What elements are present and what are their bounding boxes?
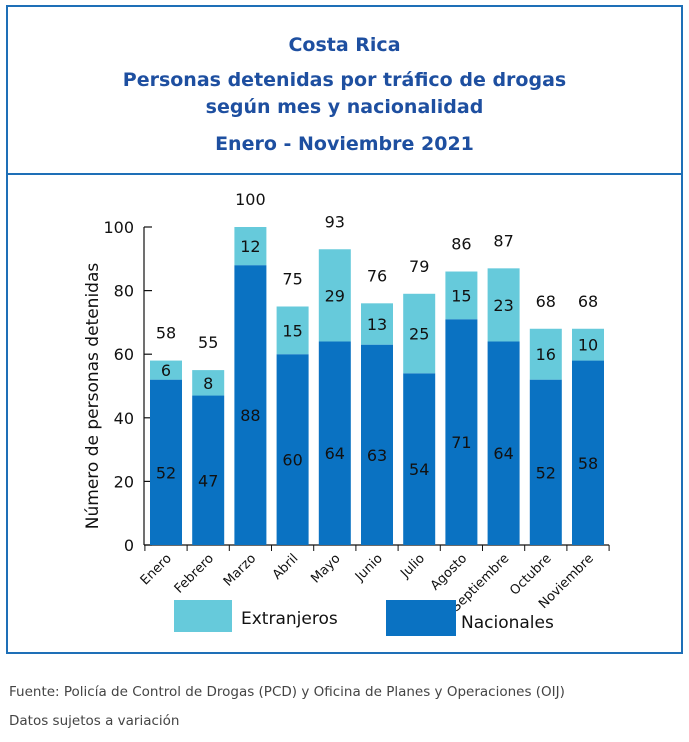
chart-title-line2: según mes y nacionalidad xyxy=(205,96,484,118)
data-label-total: 93 xyxy=(325,212,345,231)
x-tick-label: Abril xyxy=(270,551,302,583)
data-label-extranjeros: 8 xyxy=(203,374,213,393)
data-label-extranjeros: 15 xyxy=(451,286,471,305)
chart-title-period: Enero - Noviembre 2021 xyxy=(215,133,474,155)
data-label-extranjeros: 13 xyxy=(367,315,387,334)
bar-nacionales xyxy=(361,344,393,545)
bar-nacionales xyxy=(150,379,182,545)
bar-nacionales xyxy=(487,341,520,545)
data-label-nacionales: 64 xyxy=(493,444,513,463)
x-tick-label: Marzo xyxy=(221,551,259,589)
x-tick-label: Julio xyxy=(397,551,428,582)
y-tick-label: 0 xyxy=(124,536,134,555)
bar-extranjeros xyxy=(234,227,267,266)
chart-frame: Costa Rica Personas detenidas por tráfic… xyxy=(6,5,683,654)
bar-extranjeros xyxy=(276,306,309,355)
y-axis-label: Número de personas detenidas xyxy=(83,263,103,530)
y-tick-label: 80 xyxy=(114,282,134,301)
chart-svg: 0 20 40 60 80 100 52 6 58 Enero 47 8 55 Febrero 88 12 10… xyxy=(83,190,610,636)
bar-extranjeros xyxy=(445,271,478,320)
bar-extranjeros xyxy=(150,360,182,380)
x-tick-label: Enero xyxy=(138,551,175,588)
data-label-nacionales: 52 xyxy=(156,463,176,482)
data-label-nacionales: 52 xyxy=(536,463,556,482)
bar-extranjeros xyxy=(403,293,436,374)
data-label-total: 79 xyxy=(409,257,429,276)
data-label-total: 76 xyxy=(367,266,387,285)
chart-title-line1: Personas detenidas por tráfico de drogas xyxy=(122,69,567,91)
bar-nacionales xyxy=(192,395,225,545)
bar-nacionales xyxy=(529,379,562,545)
data-label-total: 100 xyxy=(235,190,266,209)
data-label-total: 55 xyxy=(198,333,218,352)
bar-extranjeros xyxy=(529,328,562,380)
data-label-nacionales: 64 xyxy=(325,444,345,463)
bar-nacionales xyxy=(445,319,478,545)
data-label-total: 87 xyxy=(493,231,513,250)
data-label-extranjeros: 10 xyxy=(578,336,598,355)
data-label-extranjeros: 29 xyxy=(325,286,345,305)
data-label-total: 86 xyxy=(451,235,471,254)
data-label-nacionales: 71 xyxy=(451,433,471,452)
bar-extranjeros xyxy=(487,268,520,342)
y-tick-label: 100 xyxy=(103,218,134,237)
data-label-total: 58 xyxy=(156,324,176,343)
y-tick-label: 20 xyxy=(114,472,134,491)
legend-label-extranjeros: Extranjeros xyxy=(241,609,338,629)
bar-nacionales xyxy=(234,265,267,545)
data-label-nacionales: 88 xyxy=(240,406,260,425)
data-label-extranjeros: 16 xyxy=(536,345,556,364)
data-label-nacionales: 54 xyxy=(409,460,429,479)
bar-nacionales xyxy=(572,360,604,545)
chart-title-country: Costa Rica xyxy=(288,34,401,56)
bar-nacionales xyxy=(276,354,309,545)
legend-swatch-nacionales xyxy=(386,600,456,636)
data-label-nacionales: 60 xyxy=(282,451,302,470)
data-variation-note: Datos sujetos a variación xyxy=(9,713,180,729)
data-label-nacionales: 58 xyxy=(578,454,598,473)
x-tick-label: Febrero xyxy=(172,551,217,596)
bar-nacionales xyxy=(318,341,351,545)
legend-label-nacionales: Nacionales xyxy=(461,613,554,633)
data-label-extranjeros: 6 xyxy=(161,361,171,380)
data-label-extranjeros: 23 xyxy=(493,296,513,315)
legend-swatch-extranjeros xyxy=(174,600,232,632)
bar-extranjeros xyxy=(361,303,393,345)
x-tick-label: Agosto xyxy=(428,551,470,593)
data-label-extranjeros: 12 xyxy=(240,237,260,256)
data-label-total: 68 xyxy=(536,292,556,311)
y-tick-label: 40 xyxy=(114,409,134,428)
x-tick-label: Junio xyxy=(352,551,386,585)
data-label-nacionales: 63 xyxy=(367,446,387,465)
bar-extranjeros xyxy=(192,370,225,396)
bar-extranjeros xyxy=(572,328,604,361)
data-label-total: 68 xyxy=(578,292,598,311)
data-label-nacionales: 47 xyxy=(198,471,218,490)
data-label-extranjeros: 25 xyxy=(409,325,429,344)
bar-extranjeros xyxy=(318,249,351,342)
source-note: Fuente: Policía de Control de Drogas (PC… xyxy=(9,684,565,700)
y-tick-label: 60 xyxy=(114,345,134,364)
chart-header: Costa Rica Personas detenidas por tráfic… xyxy=(8,7,681,175)
data-label-extranjeros: 15 xyxy=(282,321,302,340)
x-tick-label: Mayo xyxy=(308,551,343,586)
bar-nacionales xyxy=(403,373,436,545)
data-label-total: 75 xyxy=(282,270,302,289)
